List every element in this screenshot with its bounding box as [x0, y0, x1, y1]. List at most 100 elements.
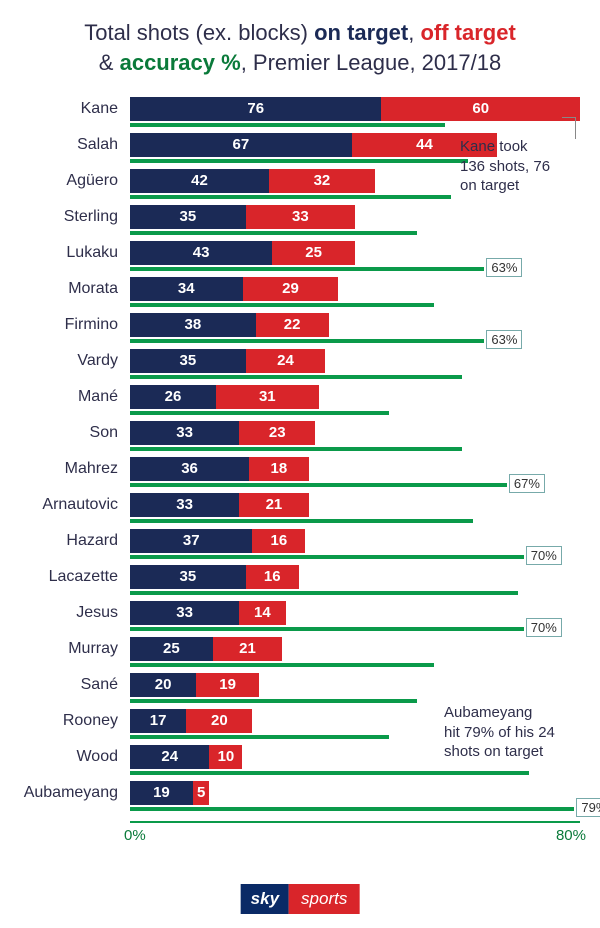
bars-wrap: 2521 — [130, 637, 580, 673]
bar-on-target: 19 — [130, 781, 193, 805]
callout-auba-l2: hit 79% of his 24 — [444, 724, 555, 741]
bars-wrap: 19579% — [130, 781, 580, 817]
accuracy-label: 70% — [526, 618, 562, 637]
bar-off-target: 19 — [196, 673, 259, 697]
sky-sports-logo: sky sports — [241, 884, 360, 914]
bar-on-target: 17 — [130, 709, 186, 733]
bar-off-target: 33 — [246, 205, 355, 229]
accuracy-line — [130, 339, 484, 343]
player-row: Firmino382263% — [20, 313, 580, 349]
logo-sky: sky — [241, 884, 289, 914]
callout-auba: Aubameyang hit 79% of his 24 shots on ta… — [444, 703, 584, 762]
accuracy-line — [130, 195, 451, 199]
player-name: Lacazette — [20, 568, 124, 586]
player-row: Murray 2521 — [20, 637, 580, 673]
accuracy-line — [130, 807, 574, 811]
bar-off-target: 31 — [216, 385, 319, 409]
chart-title: Total shots (ex. blocks) on target, off … — [0, 0, 600, 85]
accuracy-line — [130, 663, 434, 667]
player-row: Arnautovic3321 — [20, 493, 580, 529]
player-name: Murray — [20, 640, 124, 658]
bar-off-target: 21 — [239, 493, 308, 517]
callout-kane-l1: Kane took — [460, 138, 528, 155]
bar-on-target: 67 — [130, 133, 352, 157]
bar-on-target: 24 — [130, 745, 209, 769]
player-name: Lukaku — [20, 244, 124, 262]
bar-off-target: 32 — [269, 169, 375, 193]
player-name: Salah — [20, 136, 124, 154]
bar-off-target: 5 — [193, 781, 210, 805]
accuracy-line — [130, 123, 445, 127]
player-name: Hazard — [20, 532, 124, 550]
player-row: Morata3429 — [20, 277, 580, 313]
bars-wrap: 3516 — [130, 565, 580, 601]
bars-wrap: 7660 — [130, 97, 580, 133]
player-row: Mahrez361867% — [20, 457, 580, 493]
accuracy-label: 67% — [509, 474, 545, 493]
player-row: Sterling3533 — [20, 205, 580, 241]
player-name: Mané — [20, 388, 124, 406]
axis-label-left: 0% — [124, 827, 146, 844]
callout-auba-l1: Aubameyang — [444, 704, 532, 721]
bar-off-target: 14 — [239, 601, 285, 625]
bars-wrap: 331470% — [130, 601, 580, 637]
title-sep1: , — [408, 20, 420, 45]
accuracy-line — [130, 591, 518, 595]
bar-on-target: 35 — [130, 565, 246, 589]
player-name: Kane — [20, 100, 124, 118]
bar-on-target: 26 — [130, 385, 216, 409]
callout-kane-connector-v — [575, 117, 576, 139]
bar-on-target: 38 — [130, 313, 256, 337]
accuracy-line — [130, 231, 417, 235]
callout-kane-connector-h — [562, 117, 576, 118]
bars-wrap: 3429 — [130, 277, 580, 313]
player-row: Vardy3524 — [20, 349, 580, 385]
title-on-target: on target — [314, 20, 408, 45]
player-name: Firmino — [20, 316, 124, 334]
accuracy-line — [130, 159, 468, 163]
player-row: Kane 7660 — [20, 97, 580, 133]
bar-off-target: 10 — [209, 745, 242, 769]
title-off-target: off target — [420, 20, 515, 45]
bars-wrap: 3321 — [130, 493, 580, 529]
bar-on-target: 76 — [130, 97, 381, 121]
player-row: Mané 2631 — [20, 385, 580, 421]
chart-area: Aubameyang19579%Wood2410Rooney1720Sané20… — [20, 95, 580, 855]
accuracy-line — [130, 411, 389, 415]
logo-sports: sports — [289, 884, 359, 914]
player-row: Jesus331470% — [20, 601, 580, 637]
accuracy-label: 63% — [486, 258, 522, 277]
bar-on-target: 43 — [130, 241, 272, 265]
accuracy-line — [130, 267, 484, 271]
bar-on-target: 25 — [130, 637, 213, 661]
accuracy-line — [130, 555, 524, 559]
player-name: Wood — [20, 748, 124, 766]
axis-label-right: 80% — [556, 827, 586, 844]
bar-on-target: 33 — [130, 493, 239, 517]
bars-wrap: 3524 — [130, 349, 580, 385]
bar-off-target: 20 — [186, 709, 252, 733]
x-axis: 0% 80% — [130, 821, 580, 823]
title-accuracy: accuracy % — [120, 50, 241, 75]
bar-off-target: 60 — [381, 97, 580, 121]
accuracy-line — [130, 483, 507, 487]
accuracy-line — [130, 699, 417, 703]
bar-off-target: 18 — [249, 457, 309, 481]
bar-on-target: 37 — [130, 529, 252, 553]
player-name: Mahrez — [20, 460, 124, 478]
bar-off-target: 23 — [239, 421, 315, 445]
player-row: Lukaku432563% — [20, 241, 580, 277]
accuracy-line — [130, 627, 524, 631]
title-suffix: , Premier League, 2017/18 — [241, 50, 502, 75]
accuracy-label: 70% — [526, 546, 562, 565]
player-row: Lacazette 3516 — [20, 565, 580, 601]
bar-on-target: 20 — [130, 673, 196, 697]
bars-wrap: 2631 — [130, 385, 580, 421]
bars-wrap: 361867% — [130, 457, 580, 493]
player-name: Sané — [20, 676, 124, 694]
bar-on-target: 35 — [130, 205, 246, 229]
player-row: Hazard371670% — [20, 529, 580, 565]
accuracy-line — [130, 447, 462, 451]
bar-off-target: 16 — [246, 565, 299, 589]
bar-on-target: 34 — [130, 277, 243, 301]
